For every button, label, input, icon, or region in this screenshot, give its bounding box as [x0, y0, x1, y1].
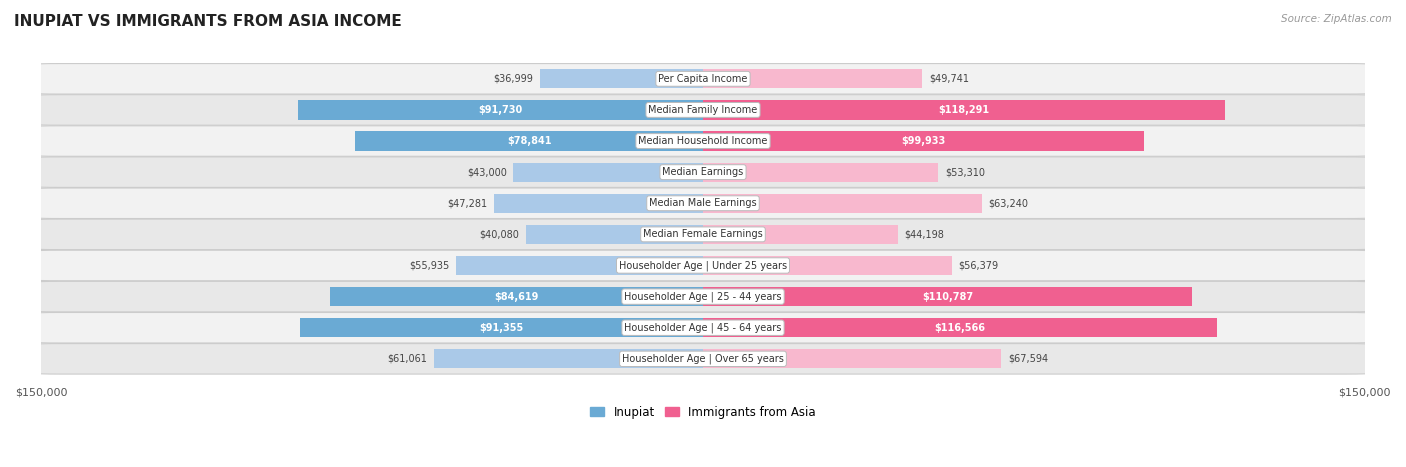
Bar	[703, 163, 938, 182]
Text: $61,061: $61,061	[387, 354, 427, 364]
Text: $99,933: $99,933	[901, 136, 946, 146]
FancyBboxPatch shape	[35, 312, 1371, 343]
FancyBboxPatch shape	[35, 157, 1371, 187]
FancyBboxPatch shape	[35, 64, 1371, 94]
Text: $118,291: $118,291	[938, 105, 990, 115]
FancyBboxPatch shape	[35, 219, 1371, 250]
Text: $116,566: $116,566	[935, 323, 986, 333]
Text: Householder Age | Over 65 years: Householder Age | Over 65 years	[621, 354, 785, 364]
Text: Householder Age | Under 25 years: Householder Age | Under 25 years	[619, 260, 787, 271]
Text: Median Family Income: Median Family Income	[648, 105, 758, 115]
Text: $78,841: $78,841	[506, 136, 551, 146]
Text: Median Earnings: Median Earnings	[662, 167, 744, 177]
Text: $49,741: $49,741	[929, 74, 969, 84]
Bar	[433, 349, 703, 368]
Bar	[356, 131, 703, 151]
Bar	[703, 100, 1225, 120]
Bar	[703, 349, 1001, 368]
Text: $63,240: $63,240	[988, 198, 1029, 208]
Bar	[329, 287, 703, 306]
FancyBboxPatch shape	[35, 95, 1371, 125]
Text: $84,619: $84,619	[494, 291, 538, 302]
Bar	[513, 163, 703, 182]
Text: $91,730: $91,730	[478, 105, 523, 115]
Text: $40,080: $40,080	[479, 229, 520, 240]
Bar	[456, 256, 703, 275]
Text: Per Capita Income: Per Capita Income	[658, 74, 748, 84]
Text: Householder Age | 45 - 64 years: Householder Age | 45 - 64 years	[624, 323, 782, 333]
Legend: Inupiat, Immigrants from Asia: Inupiat, Immigrants from Asia	[585, 401, 821, 423]
Text: $53,310: $53,310	[945, 167, 984, 177]
Bar	[298, 100, 703, 120]
Text: $47,281: $47,281	[447, 198, 488, 208]
Bar	[703, 225, 898, 244]
Bar	[703, 256, 952, 275]
Bar	[703, 287, 1192, 306]
Text: $67,594: $67,594	[1008, 354, 1047, 364]
Text: Median Male Earnings: Median Male Earnings	[650, 198, 756, 208]
Text: $56,379: $56,379	[959, 261, 998, 270]
Bar	[495, 194, 703, 213]
FancyBboxPatch shape	[35, 188, 1371, 219]
Text: Median Female Earnings: Median Female Earnings	[643, 229, 763, 240]
FancyBboxPatch shape	[35, 281, 1371, 312]
Text: Median Household Income: Median Household Income	[638, 136, 768, 146]
FancyBboxPatch shape	[35, 344, 1371, 374]
Text: $91,355: $91,355	[479, 323, 523, 333]
Text: $44,198: $44,198	[904, 229, 945, 240]
Text: $36,999: $36,999	[494, 74, 533, 84]
Text: Source: ZipAtlas.com: Source: ZipAtlas.com	[1281, 14, 1392, 24]
Bar	[703, 131, 1144, 151]
Bar	[540, 69, 703, 88]
Bar	[703, 69, 922, 88]
Bar	[703, 318, 1218, 337]
Bar	[703, 194, 981, 213]
Text: Householder Age | 25 - 44 years: Householder Age | 25 - 44 years	[624, 291, 782, 302]
Text: $55,935: $55,935	[409, 261, 450, 270]
FancyBboxPatch shape	[35, 126, 1371, 156]
Text: $110,787: $110,787	[922, 291, 973, 302]
Text: INUPIAT VS IMMIGRANTS FROM ASIA INCOME: INUPIAT VS IMMIGRANTS FROM ASIA INCOME	[14, 14, 402, 29]
Bar	[526, 225, 703, 244]
FancyBboxPatch shape	[35, 250, 1371, 281]
Bar	[299, 318, 703, 337]
Text: $43,000: $43,000	[467, 167, 506, 177]
